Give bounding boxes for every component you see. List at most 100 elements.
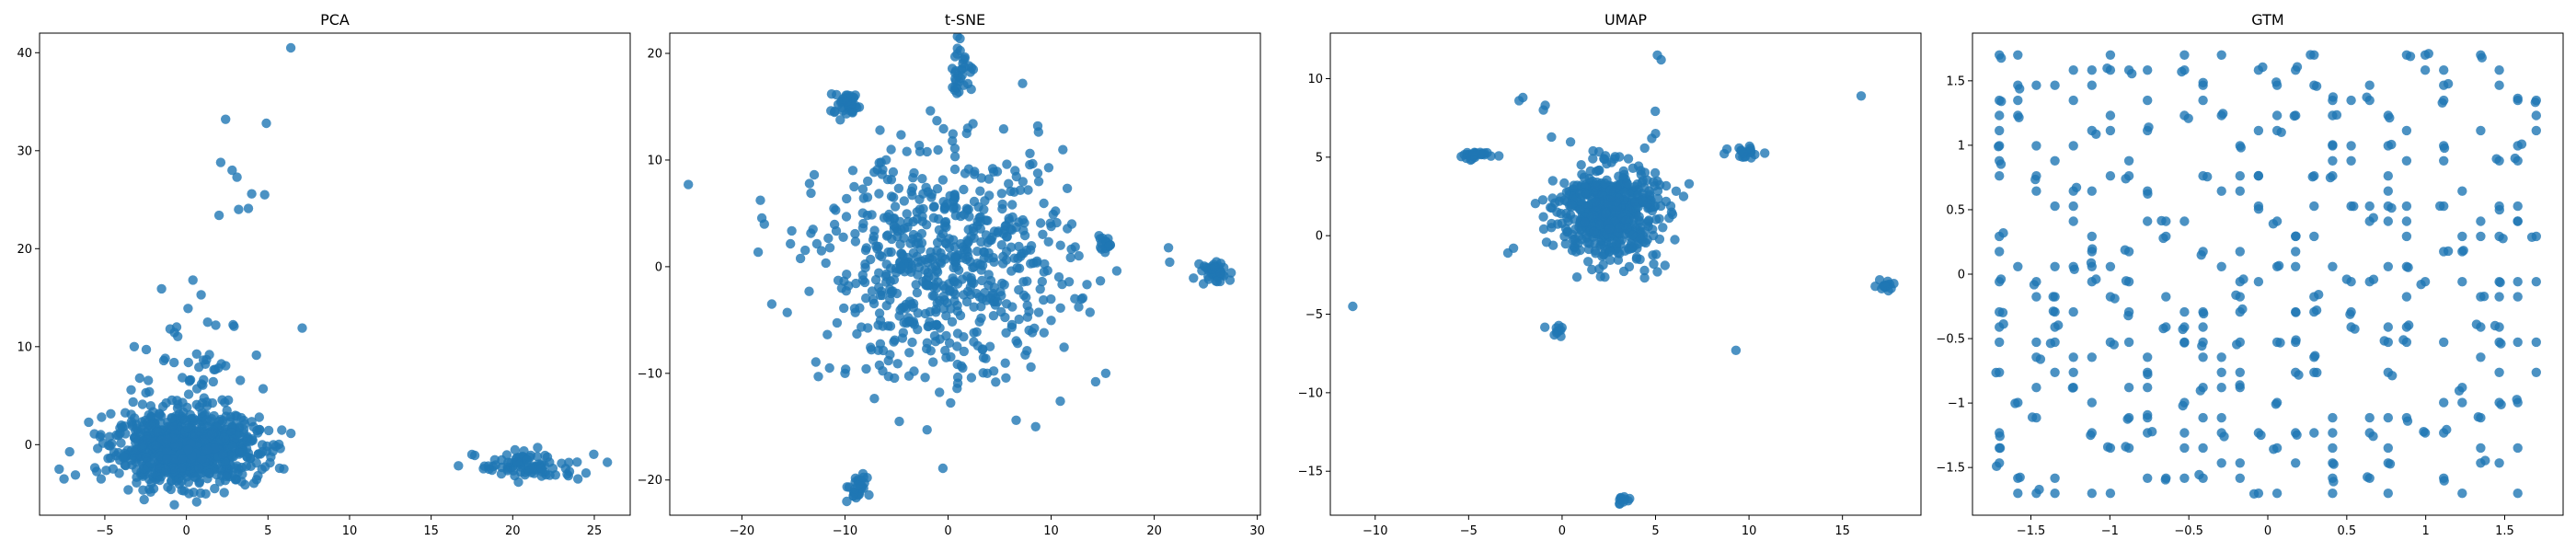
- tsne-point: [899, 196, 909, 206]
- gtm-point: [2419, 427, 2429, 437]
- tsne-point: [1000, 358, 1010, 368]
- tsne-point: [917, 174, 927, 184]
- gtm-point: [2309, 428, 2319, 438]
- tsne-point: [1035, 218, 1046, 228]
- gtm-point: [2253, 204, 2264, 214]
- gtm-point: [2120, 245, 2130, 255]
- tsne-point: [892, 231, 903, 242]
- tsne-point: [1059, 342, 1069, 352]
- tsne-point: [895, 261, 906, 272]
- gtm-point: [2143, 369, 2153, 380]
- tsne-point: [946, 397, 956, 408]
- gtm-point: [2531, 337, 2541, 348]
- tsne-point: [928, 201, 939, 213]
- umap-point: [1604, 247, 1616, 257]
- gtm-point: [2513, 277, 2523, 287]
- tsne-point: [1046, 293, 1056, 305]
- gtm-point: [2328, 412, 2338, 423]
- pca-point: [275, 443, 285, 454]
- gtm-point: [2386, 139, 2397, 150]
- gtm-point: [2067, 383, 2077, 393]
- umap-title: UMAP: [1604, 11, 1647, 29]
- tsne-point: [983, 174, 995, 184]
- gtm-point: [2069, 264, 2079, 274]
- tsne-point: [974, 292, 985, 302]
- umap-point: [1644, 215, 1654, 225]
- umap-x-tick-label: 0: [1558, 524, 1566, 538]
- gtm-point: [2179, 443, 2190, 454]
- gtm-point: [2068, 352, 2078, 362]
- gtm-point: [2031, 337, 2041, 348]
- pca-point: [261, 118, 271, 129]
- pca-point: [190, 472, 200, 482]
- tsne-point: [838, 232, 848, 242]
- pca-point: [279, 464, 289, 474]
- pca-point: [162, 454, 172, 464]
- tsne-point: [949, 144, 960, 154]
- umap-point: [1649, 177, 1659, 187]
- pca-point: [536, 463, 546, 474]
- umap-point: [1546, 202, 1556, 213]
- gtm-point: [2457, 186, 2467, 196]
- pca-point: [195, 488, 206, 499]
- pca-x-tick-label: 0: [182, 524, 190, 538]
- tsne-point: [1053, 271, 1064, 282]
- umap-point: [1650, 214, 1662, 224]
- umap-point: [1600, 151, 1611, 161]
- tsne-point: [811, 357, 821, 367]
- pca-point: [198, 380, 208, 390]
- tsne-point: [1000, 312, 1010, 323]
- pca-point: [138, 440, 148, 450]
- gtm-point: [2102, 442, 2113, 452]
- tsne-point: [821, 258, 831, 269]
- tsne-point: [947, 316, 958, 327]
- pca-point: [508, 466, 519, 476]
- tsne-point: [822, 329, 833, 339]
- tsne-point: [970, 169, 980, 179]
- gtm-axes-frame: [1972, 32, 2564, 516]
- gtm-x-tick-label: −0.5: [2174, 524, 2203, 538]
- gtm-point: [2405, 52, 2416, 62]
- tsne-point: [850, 236, 861, 247]
- gtm-point: [2031, 80, 2041, 90]
- gtm-title: GTM: [2251, 11, 2283, 29]
- umap-point: [1658, 223, 1668, 233]
- pca-point: [236, 447, 246, 458]
- gtm-point: [2068, 65, 2078, 75]
- pca-point: [160, 353, 170, 363]
- tsne-point: [972, 259, 983, 269]
- gtm-point: [2087, 65, 2097, 75]
- gtm-point: [2091, 274, 2101, 284]
- pca-point: [466, 449, 477, 460]
- pca-point: [156, 411, 167, 421]
- tsne-point: [886, 175, 897, 185]
- tsne-y-tick-label: 20: [647, 48, 662, 62]
- gtm-point: [2350, 324, 2360, 334]
- gtm-point: [2143, 383, 2153, 393]
- tsne-point: [1051, 206, 1061, 216]
- pca-point: [225, 412, 236, 422]
- pca-point: [167, 412, 177, 423]
- tsne-point: [1226, 268, 1236, 278]
- tsne-point: [1090, 376, 1101, 387]
- tsne-point: [981, 215, 991, 225]
- umap-point: [1609, 154, 1619, 164]
- tsne-point: [874, 189, 884, 199]
- tsne-point: [921, 220, 932, 230]
- gtm-point: [2236, 143, 2246, 153]
- tsne-points: [684, 33, 1236, 507]
- tsne-point: [1215, 268, 1225, 278]
- pca-panel: PCA −5 0 5 10 15 20 25 0 10 20 30 40: [17, 11, 631, 538]
- gtm-point: [2530, 98, 2540, 108]
- gtm-point: [2050, 473, 2060, 483]
- umap-y-tick-label: −15: [1298, 466, 1323, 479]
- pca-point: [144, 386, 155, 397]
- pca-point: [251, 350, 261, 361]
- tsne-point: [955, 310, 966, 321]
- pca-point: [106, 408, 116, 419]
- tsne-point: [959, 346, 970, 357]
- gtm-point: [2362, 92, 2372, 102]
- umap-point: [1633, 161, 1644, 171]
- tsne-point: [847, 108, 857, 118]
- gtm-point: [2402, 416, 2413, 426]
